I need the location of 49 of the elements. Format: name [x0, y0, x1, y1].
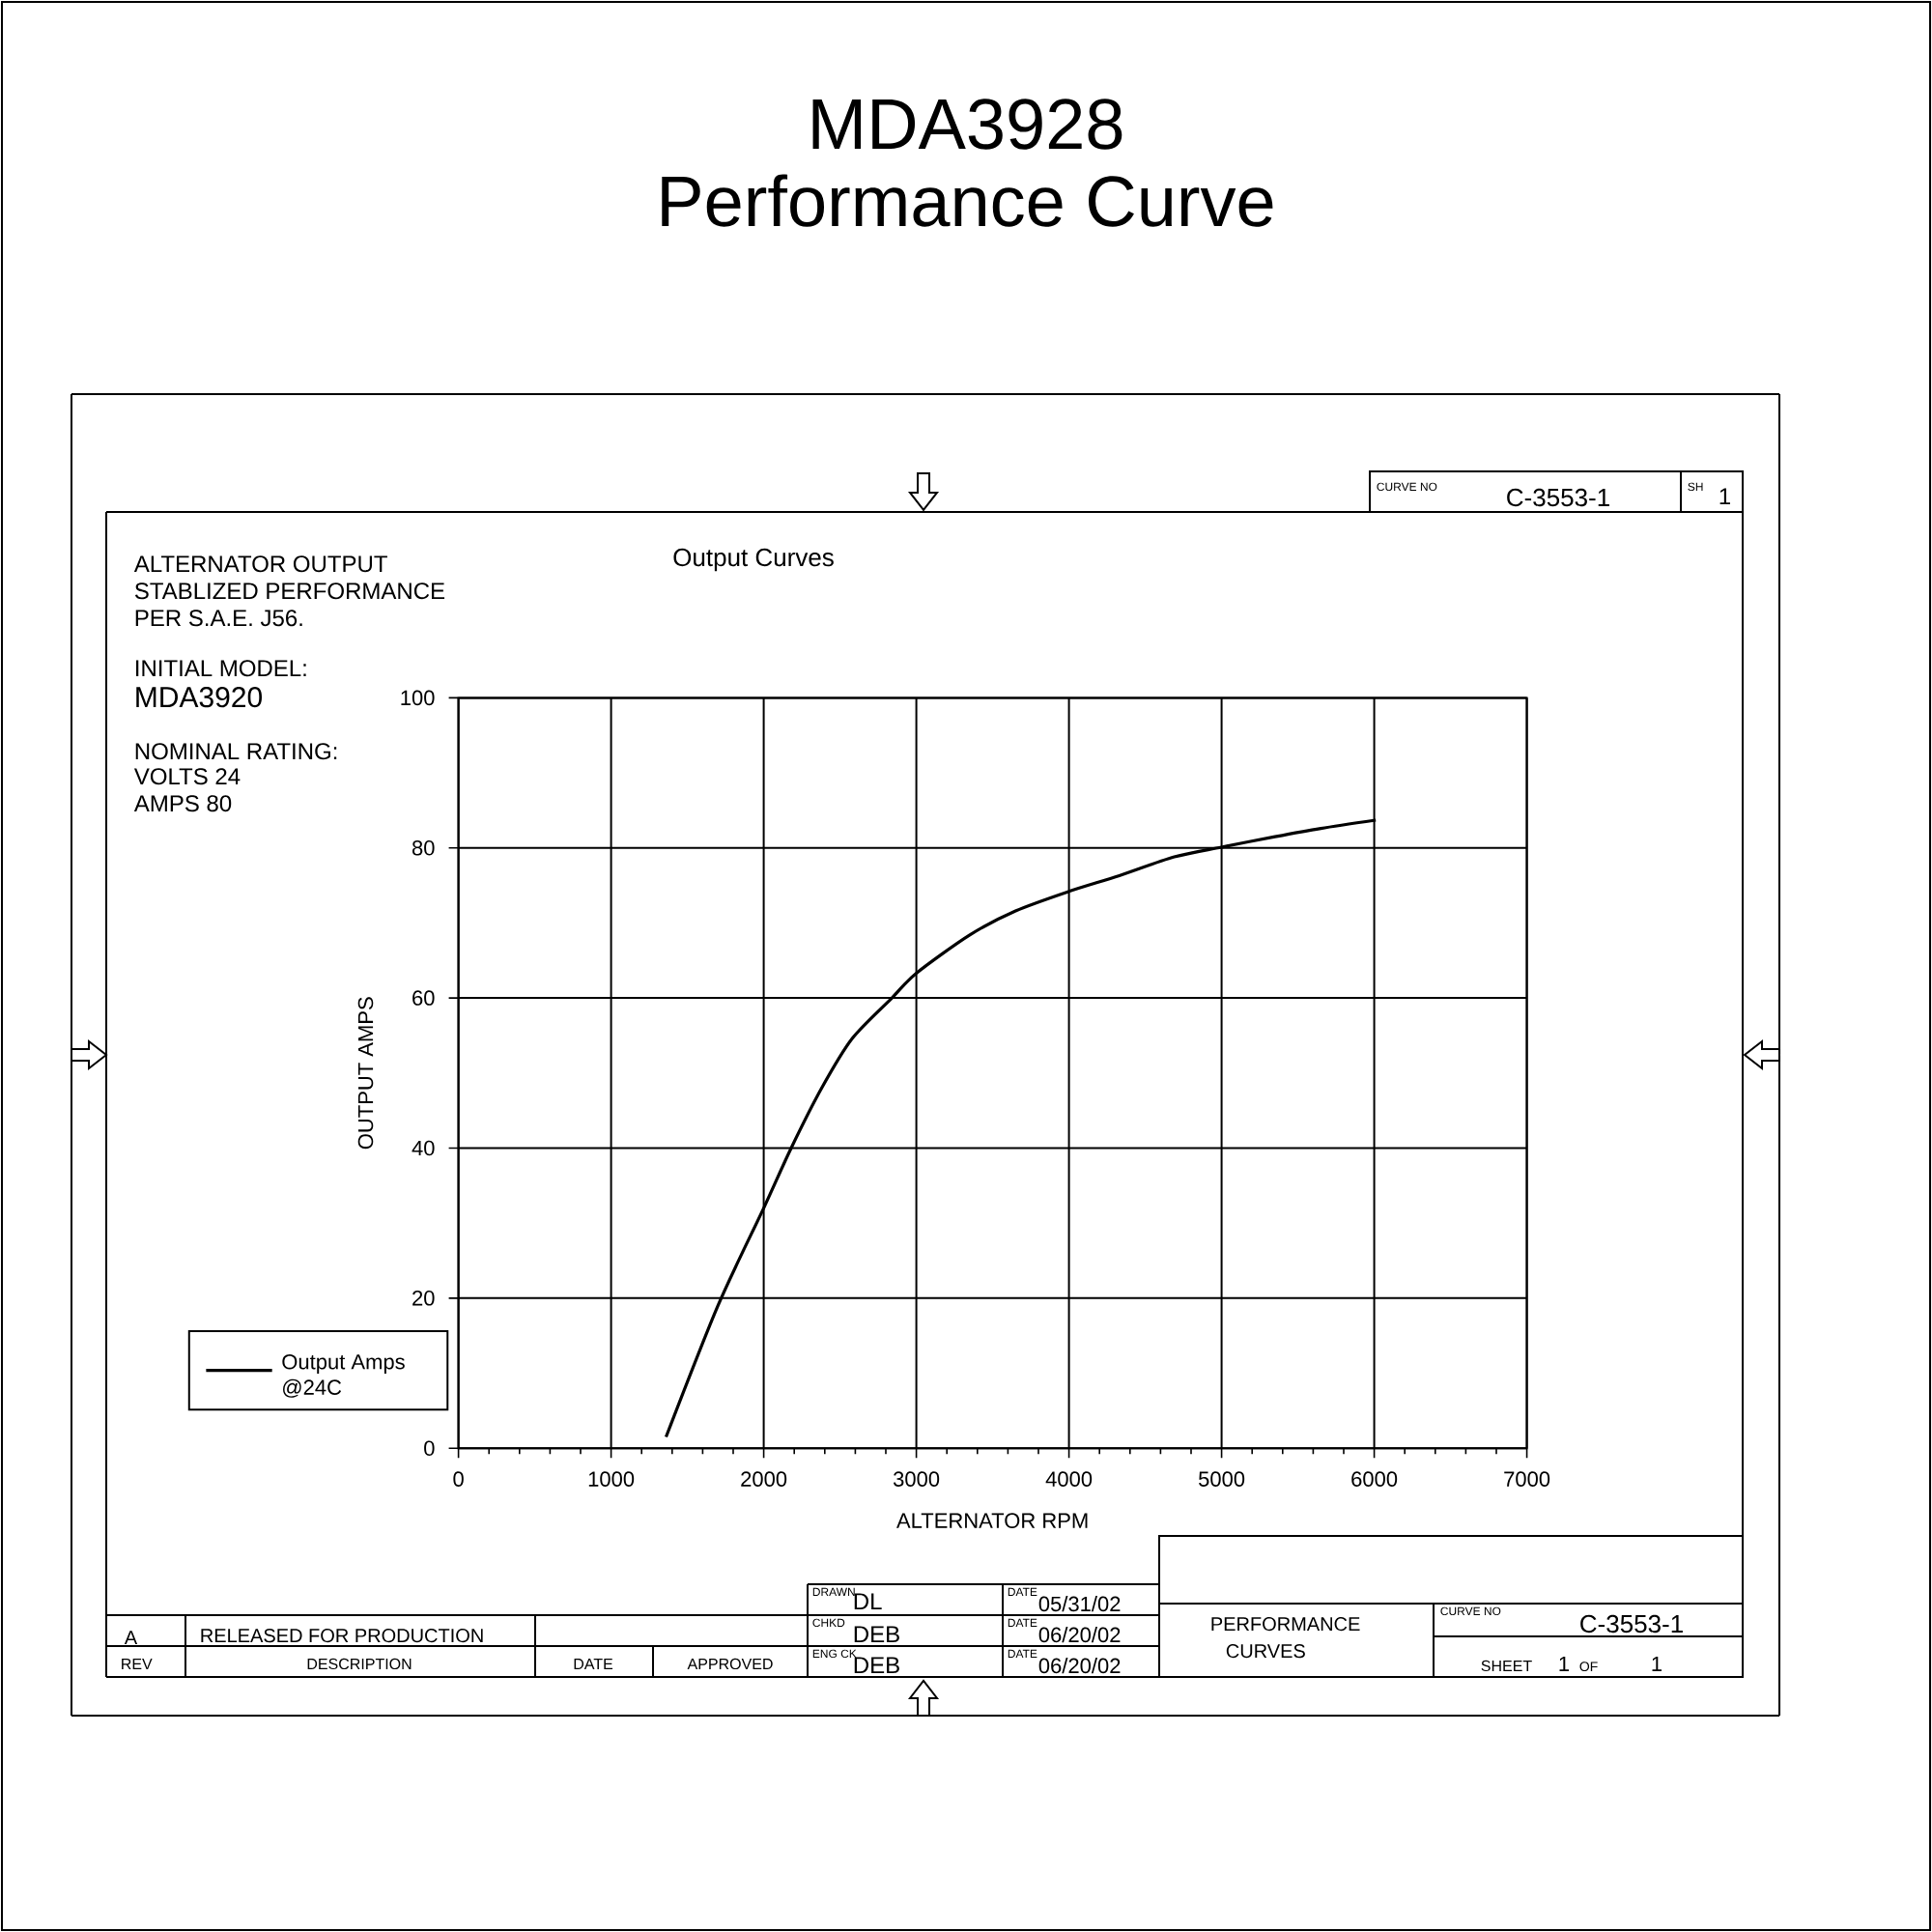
text: APPROVED [687, 1658, 773, 1670]
text: DEB [854, 1626, 899, 1642]
text: Output Curves [673, 548, 834, 572]
text: 05/31/02 [1038, 1596, 1121, 1612]
text: SHEET [1481, 1660, 1532, 1672]
text: DATE [574, 1659, 613, 1669]
x-tick-label: 5000 [1199, 1471, 1245, 1487]
x-tick-label: 2000 [741, 1471, 787, 1487]
x-tick-label: 0 [453, 1471, 464, 1487]
text: A [124, 1631, 138, 1644]
text: AMPS 80 [133, 795, 232, 812]
text: VOLTS 24 [133, 768, 241, 785]
y-tick-label: 60 [412, 990, 435, 1006]
text: C-3553-1 [1507, 488, 1609, 507]
text: PERFORMANCE [1211, 1617, 1360, 1632]
x-tick-label: 4000 [1045, 1471, 1093, 1487]
chart-title: MDA3928 [812, 99, 1122, 150]
line-series [664, 818, 1378, 1439]
x-tick-label: 6000 [1351, 1471, 1398, 1487]
y-tick-label: 80 [412, 839, 435, 856]
text: INITIAL MODEL: [136, 660, 306, 677]
text: STABLIZED PERFORMANCE [134, 582, 445, 600]
text: C-3553-1 [1580, 1614, 1683, 1634]
text: 1 [1559, 1656, 1569, 1671]
text: 1 [1652, 1656, 1662, 1671]
text: 06/20/02 [1038, 1658, 1121, 1674]
text: DEB [854, 1657, 899, 1673]
y-tick-label: 0 [424, 1440, 435, 1456]
x-axis-title: ALTERNATOR RPM [896, 1513, 1088, 1528]
y-axis-title: OUTPUT AMPS [357, 997, 374, 1150]
text: NOMINAL RATING: [135, 743, 337, 760]
text: REV [122, 1659, 153, 1669]
text: DL [854, 1593, 882, 1609]
text: 06/20/02 [1038, 1627, 1121, 1643]
x-tick-label: 1000 [588, 1471, 635, 1487]
y-tick-label: 100 [401, 690, 435, 706]
text: DESCRIPTION [307, 1658, 412, 1670]
y-tick-label: 20 [412, 1291, 435, 1306]
text: MDA3920 [136, 687, 262, 708]
text: CURVES [1226, 1644, 1305, 1659]
text: ALTERNATOR OUTPUT [133, 555, 387, 573]
x-tick-label: 3000 [893, 1471, 940, 1487]
x-tick-label: 7000 [1504, 1471, 1550, 1487]
y-tick-label: 40 [412, 1140, 435, 1156]
legend-label: Output Amps @24C [282, 1353, 405, 1398]
text: PER S.A.E. J56. [135, 610, 302, 627]
chart-subtitle: Performance Curve [662, 174, 1273, 227]
text: 1 [1719, 488, 1730, 504]
text: RELEASED FOR PRODUCTION [201, 1629, 483, 1643]
